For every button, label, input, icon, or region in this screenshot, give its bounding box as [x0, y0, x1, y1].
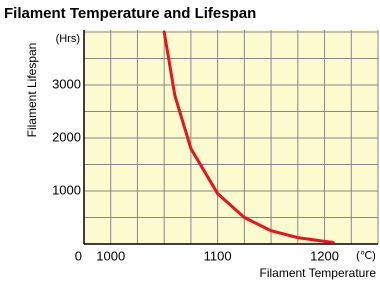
y-axis-label: Filament Lifespan — [25, 43, 39, 138]
chart-title: Filament Temperature and Lifespan — [4, 5, 256, 22]
x-axis-label: Filament Temperature — [260, 266, 377, 280]
y-tick-label: 2000 — [52, 129, 81, 144]
y-tick-label: 3000 — [52, 76, 81, 91]
x-tick-label: 1200 — [310, 248, 339, 263]
y-unit: (Hrs) — [56, 33, 80, 45]
plot-area — [84, 30, 378, 244]
curve — [162, 30, 335, 244]
y-tick-label: 0 — [75, 248, 82, 263]
x-unit: (℃) — [356, 250, 376, 262]
x-tick-label: 1100 — [204, 248, 232, 263]
y-tick-label: 1000 — [52, 182, 81, 197]
x-tick-label: 1000 — [96, 248, 125, 263]
